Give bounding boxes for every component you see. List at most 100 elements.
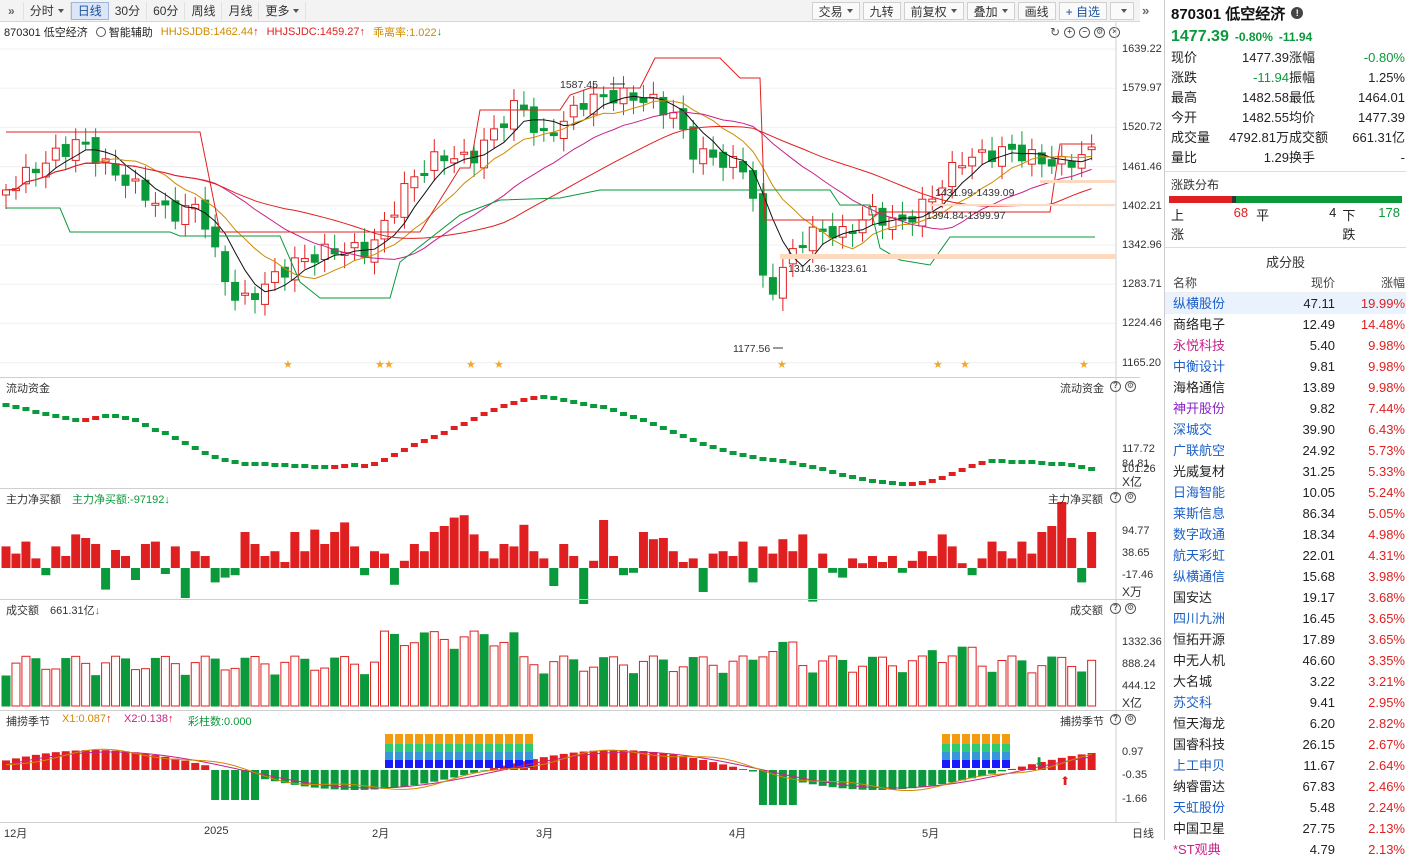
season-bar bbox=[739, 769, 747, 770]
flow-mark bbox=[929, 479, 936, 483]
net-tick-3: -17.46 bbox=[1122, 569, 1153, 581]
volume-bar bbox=[221, 670, 229, 706]
season-block bbox=[475, 760, 483, 768]
volume-bar bbox=[550, 662, 558, 706]
flow-mark bbox=[102, 414, 109, 418]
flow-mark bbox=[281, 463, 288, 467]
season-block bbox=[465, 760, 473, 768]
change-percent: -0.80% bbox=[1235, 30, 1273, 44]
season-bar bbox=[102, 750, 110, 770]
col-name[interactable]: 名称 bbox=[1173, 273, 1263, 293]
settings-icon[interactable]: ⚙ bbox=[1125, 381, 1136, 392]
flow-mark bbox=[1018, 460, 1025, 464]
candle-body bbox=[909, 217, 916, 222]
flow-tick-3: 84.81 bbox=[1122, 458, 1150, 470]
season-bar bbox=[998, 770, 1006, 771]
volume-bar bbox=[52, 669, 60, 706]
season-block bbox=[435, 752, 443, 760]
volume-bar bbox=[321, 668, 329, 706]
season-block bbox=[525, 734, 533, 744]
candle-body bbox=[959, 166, 966, 168]
help-icon[interactable]: ? bbox=[1110, 492, 1121, 503]
stock-price: 18.34 bbox=[1263, 524, 1335, 545]
season-block bbox=[1002, 760, 1010, 768]
season-right-title: 捕捞季节 bbox=[1060, 713, 1104, 729]
season-block bbox=[445, 752, 453, 760]
flow-mark bbox=[730, 451, 737, 455]
flow-mark bbox=[421, 439, 428, 443]
flow-mark bbox=[939, 476, 946, 480]
volume-bar bbox=[72, 656, 80, 706]
info-icon[interactable]: ! bbox=[1291, 7, 1303, 19]
panel-divider bbox=[0, 377, 1140, 378]
season-bar bbox=[231, 770, 239, 800]
candle-body bbox=[759, 194, 766, 275]
season-block bbox=[425, 752, 433, 760]
volume-bar bbox=[779, 642, 787, 706]
net-bar bbox=[211, 568, 220, 582]
season-bar bbox=[819, 770, 827, 786]
signal-star-icon: ★ bbox=[933, 359, 943, 371]
volume-bar bbox=[331, 658, 339, 706]
arrow-up-icon: ↑ bbox=[106, 713, 112, 725]
settings-icon[interactable]: ⚙ bbox=[1125, 492, 1136, 503]
volume-bar bbox=[141, 669, 149, 706]
stock-change: 9.98% bbox=[1335, 356, 1405, 377]
col-change[interactable]: 涨幅 bbox=[1335, 273, 1405, 293]
flow-mark bbox=[550, 396, 557, 400]
kline-chart[interactable]: 1587.451431.99-1439.091394.84-1399.97131… bbox=[0, 0, 1140, 822]
quote-value: 661.31亿 bbox=[1339, 128, 1405, 148]
net-bar bbox=[539, 558, 548, 568]
season-bar bbox=[679, 756, 687, 770]
help-icon[interactable]: ? bbox=[1110, 714, 1121, 725]
flow-mark bbox=[919, 481, 926, 485]
help-icon[interactable]: ? bbox=[1110, 381, 1121, 392]
collapse-button[interactable]: » bbox=[1142, 3, 1149, 18]
quote-value: 1.29 bbox=[1221, 148, 1289, 168]
flow-mark bbox=[690, 438, 697, 442]
volume-bar bbox=[420, 633, 428, 706]
price-tick: 1579.97 bbox=[1122, 82, 1162, 94]
season-bar bbox=[689, 758, 697, 770]
candle-body bbox=[839, 227, 846, 238]
settings-icon[interactable]: ⚙ bbox=[1125, 603, 1136, 614]
distribution-flat-fill bbox=[1232, 196, 1236, 203]
settings-icon[interactable]: ⚙ bbox=[1125, 714, 1136, 725]
net-bar bbox=[988, 542, 997, 568]
net-bar bbox=[1007, 558, 1016, 568]
col-price[interactable]: 现价 bbox=[1263, 273, 1335, 293]
help-icon[interactable]: ? bbox=[1110, 603, 1121, 614]
volume-bar bbox=[241, 658, 249, 706]
candle-body bbox=[640, 98, 647, 102]
season-block bbox=[445, 744, 453, 752]
season-block bbox=[515, 744, 523, 752]
volume-right-title: 成交额 bbox=[1070, 602, 1103, 618]
